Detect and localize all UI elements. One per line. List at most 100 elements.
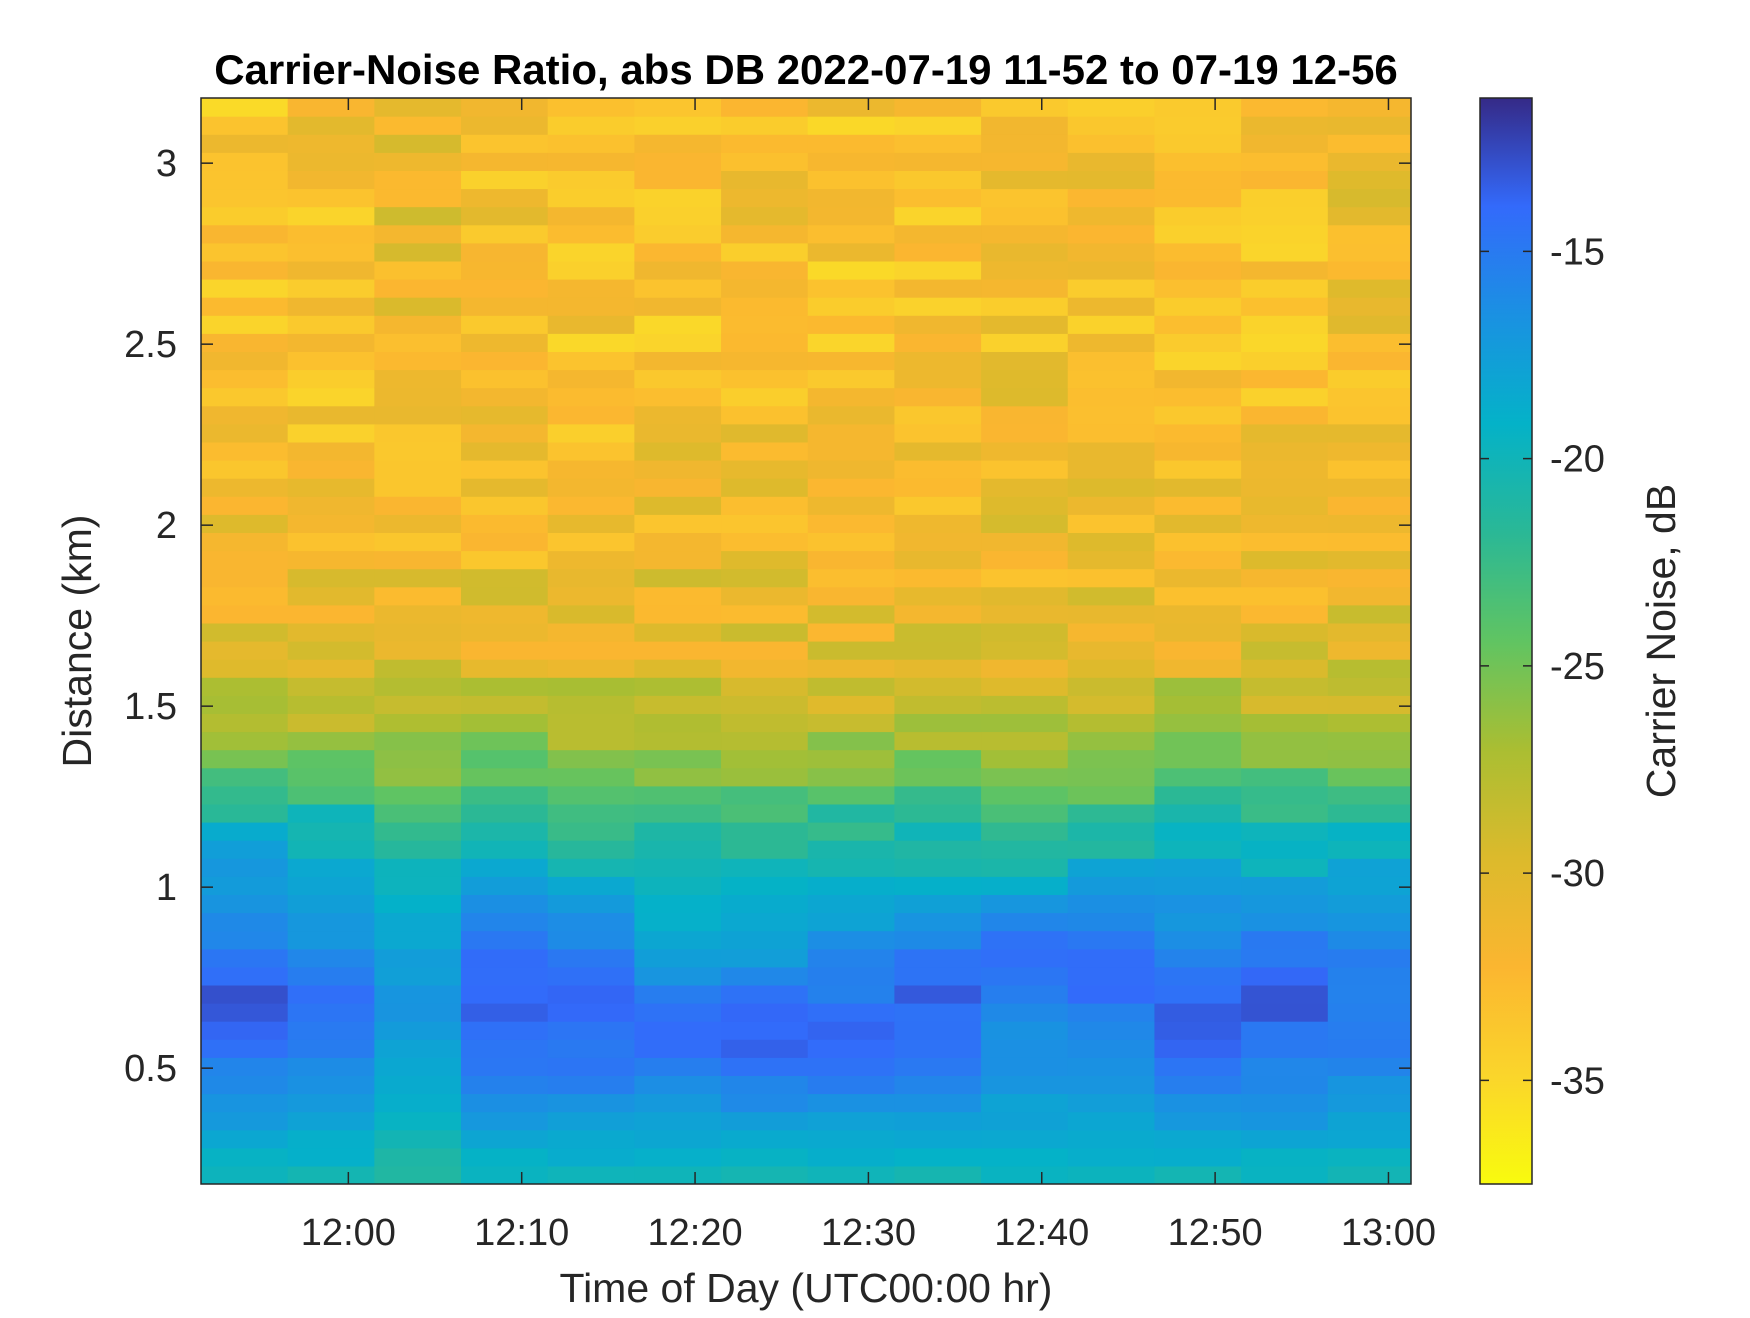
heatmap-cell <box>1067 586 1156 606</box>
heatmap-cell <box>1154 152 1242 171</box>
heatmap-cell <box>807 224 896 244</box>
heatmap-cell <box>1154 224 1242 244</box>
heatmap-cell <box>374 170 462 190</box>
heatmap-cell <box>1154 242 1242 262</box>
heatmap-cell <box>721 984 809 1004</box>
heatmap-cell <box>374 1111 462 1131</box>
heatmap-cell <box>894 659 982 678</box>
heatmap-cell <box>981 1075 1069 1095</box>
heatmap-cell <box>721 369 809 389</box>
heatmap-cell <box>894 912 982 932</box>
heatmap-cell <box>461 677 549 696</box>
heatmap-cell <box>807 1039 896 1058</box>
heatmap-cell <box>894 731 982 751</box>
heatmap-cell <box>807 387 896 407</box>
heatmap-cell <box>981 351 1069 371</box>
heatmap-cell <box>721 966 809 986</box>
heatmap-cell <box>721 858 809 877</box>
heatmap-cell <box>721 478 809 497</box>
heatmap-cell <box>981 369 1069 389</box>
heatmap-cell <box>374 188 462 208</box>
heatmap-cell <box>287 966 375 986</box>
heatmap-cell <box>287 912 375 932</box>
heatmap-cell <box>374 98 462 117</box>
heatmap-cell <box>1067 550 1156 570</box>
heatmap-cell <box>547 966 635 986</box>
heatmap-cell <box>374 224 462 244</box>
heatmap-cell <box>1241 713 1329 733</box>
heatmap-cell <box>807 894 896 914</box>
heatmap-cell <box>1327 840 1411 859</box>
heatmap-cell <box>1154 586 1242 606</box>
heatmap-cell <box>981 749 1069 769</box>
heatmap-cell <box>1154 604 1242 624</box>
heatmap-cell <box>547 297 635 316</box>
heatmap-cell <box>201 279 289 298</box>
heatmap-cell <box>287 930 375 950</box>
heatmap-cell <box>1327 930 1411 950</box>
heatmap-cell <box>894 496 982 515</box>
heatmap-cell <box>547 1129 635 1149</box>
heatmap-cell <box>981 170 1069 190</box>
heatmap-cell <box>634 695 722 714</box>
heatmap-cell <box>1241 333 1329 352</box>
heatmap-cell <box>201 822 289 841</box>
x-tick-label: 12:10 <box>474 1212 569 1254</box>
heatmap-cell <box>374 441 462 461</box>
heatmap-cell <box>1067 297 1156 316</box>
heatmap-cell <box>374 116 462 135</box>
heatmap-cell <box>1327 134 1411 153</box>
heatmap-cell <box>894 333 982 352</box>
heatmap-cell <box>807 641 896 660</box>
heatmap-cell <box>1241 767 1329 787</box>
heatmap-cell <box>1327 858 1411 877</box>
heatmap-cell <box>1154 749 1242 769</box>
heatmap-cell <box>374 876 462 895</box>
heatmap-cell <box>1241 98 1329 117</box>
heatmap-cell <box>1327 604 1411 624</box>
heatmap-cell <box>807 912 896 932</box>
heatmap-cell <box>634 1057 722 1076</box>
heatmap-cell <box>1241 496 1329 515</box>
heatmap-cell <box>721 912 809 932</box>
heatmap-cell <box>634 966 722 986</box>
heatmap-cell <box>807 785 896 805</box>
heatmap-cell <box>894 1165 982 1184</box>
heatmap-cell <box>1241 514 1329 533</box>
heatmap-cell <box>1154 659 1242 678</box>
heatmap-cell <box>981 1021 1069 1040</box>
heatmap-cell <box>981 279 1069 298</box>
heatmap-cell <box>894 749 982 769</box>
heatmap-cell <box>461 1093 549 1113</box>
heatmap-cell <box>721 822 809 841</box>
heatmap-cell <box>547 695 635 714</box>
colorbar-tick-label: -30 <box>1550 853 1605 895</box>
heatmap-cell <box>1327 1075 1411 1095</box>
heatmap-cell <box>461 586 549 606</box>
heatmap-cell <box>894 116 982 135</box>
heatmap-cell <box>374 586 462 606</box>
heatmap-cell <box>287 822 375 841</box>
heatmap-cell <box>1241 242 1329 262</box>
heatmap-cell <box>1241 677 1329 696</box>
heatmap-cell <box>894 242 982 262</box>
heatmap-cell <box>461 1057 549 1076</box>
heatmap-cell <box>1067 333 1156 352</box>
heatmap-cell <box>201 1057 289 1076</box>
heatmap-cell <box>981 858 1069 877</box>
heatmap-cell <box>634 1021 722 1040</box>
y-axis: 0.5 1 1.5 2 2.5 3 <box>124 143 1411 1090</box>
heatmap-cell <box>1154 731 1242 751</box>
heatmap-cell <box>287 731 375 751</box>
heatmap-cell <box>807 1147 896 1167</box>
heatmap-cell <box>981 550 1069 570</box>
heatmap-cell <box>374 858 462 877</box>
heatmap-cell <box>894 514 982 533</box>
heatmap-cell <box>1327 641 1411 660</box>
y-tick-label: 0.5 <box>124 1048 177 1090</box>
heatmap-cell <box>1327 170 1411 190</box>
heatmap-cell <box>461 749 549 769</box>
heatmap-cell <box>287 1039 375 1058</box>
heatmap-cell <box>721 840 809 859</box>
heatmap-cell <box>721 405 809 425</box>
